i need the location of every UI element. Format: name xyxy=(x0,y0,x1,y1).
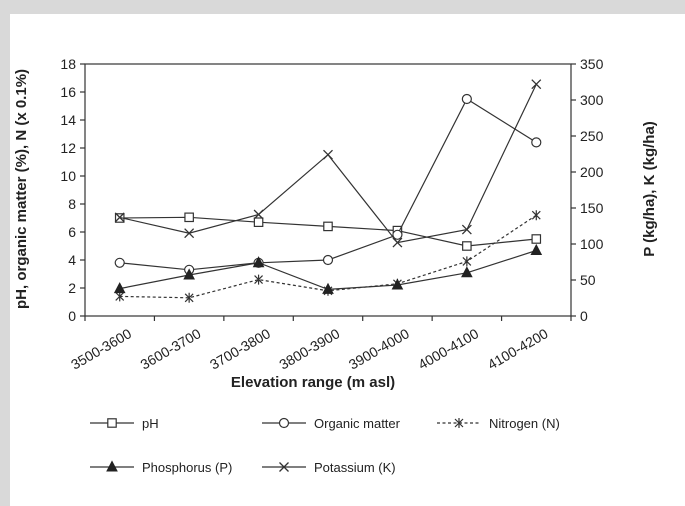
legend-label: Nitrogen (N) xyxy=(489,416,560,431)
data-point-x xyxy=(323,149,333,160)
x-tick-label: 3800-3900 xyxy=(276,325,342,372)
data-point-x xyxy=(253,209,264,220)
x-tick-label: 3700-3800 xyxy=(207,325,273,372)
x-tick-label: 3900-4000 xyxy=(346,325,412,372)
data-point-asterisk xyxy=(462,256,472,267)
axes xyxy=(80,63,576,321)
data-point-triangle xyxy=(461,266,473,278)
y-left-tick-label: 10 xyxy=(60,168,76,184)
data-point-asterisk xyxy=(184,292,194,303)
data-point-triangle xyxy=(113,282,126,294)
data-point-triangle xyxy=(252,256,265,268)
y-left-tick-label: 6 xyxy=(68,224,76,240)
data-point-x xyxy=(392,237,403,248)
series-line-2 xyxy=(119,98,537,271)
y-right-tick-label: 150 xyxy=(580,200,604,216)
y-right-tick-label: 100 xyxy=(580,236,604,252)
data-point-circle xyxy=(461,93,472,105)
data-point-asterisk xyxy=(531,210,541,221)
data-point-x xyxy=(114,212,125,223)
data-point-triangle xyxy=(391,278,404,290)
tick-labels: 0 2 4 6 8 10 12 14 16 18 0 50 100 150 200 250 300 350 3500… xyxy=(60,56,603,373)
data-point-square xyxy=(531,234,542,244)
y-left-tick-label: 0 xyxy=(68,308,76,324)
data-point-square xyxy=(462,241,472,251)
legend-label: Phosphorus (P) xyxy=(142,460,232,475)
legend-label: Organic matter xyxy=(314,416,401,431)
x-tick-label: 4100-4200 xyxy=(485,325,551,372)
data-point-triangle xyxy=(106,460,118,472)
data-point-asterisk xyxy=(254,274,263,285)
x-axis-title: Elevation range (m asl) xyxy=(231,374,395,391)
legend: pH Organic matter Nitrogen (N) Phosphorus (… xyxy=(90,416,560,475)
y-left-tick-label: 4 xyxy=(68,252,76,268)
x-tick-label: 4000-4100 xyxy=(415,325,481,372)
data-point-x xyxy=(531,79,542,90)
x-tick-label: 3500-3600 xyxy=(68,325,134,372)
series-group xyxy=(113,79,543,303)
y-axis-left-title: pH, organic matter (%), N (x 0.1%) xyxy=(13,69,30,309)
data-point-square xyxy=(323,221,333,232)
data-point-circle xyxy=(278,417,290,429)
y-left-tick-label: 18 xyxy=(60,56,76,72)
data-point-x xyxy=(461,224,472,235)
y-right-tick-label: 200 xyxy=(580,164,604,180)
legend-label: pH xyxy=(142,416,159,431)
y-left-tick-label: 12 xyxy=(60,140,76,156)
x-tick-label: 3600-3700 xyxy=(138,325,204,372)
data-point-circle xyxy=(392,229,403,240)
data-point-circle xyxy=(531,137,542,148)
data-point-square xyxy=(184,212,194,223)
data-point-x xyxy=(279,462,289,472)
data-point-asterisk xyxy=(454,418,464,428)
data-point-x xyxy=(184,228,195,239)
data-point-square xyxy=(253,217,264,227)
y-left-tick-label: 8 xyxy=(68,196,76,212)
plot-area xyxy=(84,63,572,317)
data-point-square xyxy=(107,418,117,428)
y-right-tick-label: 350 xyxy=(580,56,604,72)
y-left-tick-label: 2 xyxy=(68,280,76,296)
y-right-tick-label: 250 xyxy=(580,128,604,144)
data-point-circle xyxy=(322,254,334,266)
y-right-tick-label: 50 xyxy=(580,272,596,288)
y-axis-right-title: P (kg/ha), K (kg/ha) xyxy=(641,121,658,257)
y-left-tick-label: 16 xyxy=(60,84,76,100)
data-point-circle xyxy=(114,257,125,268)
y-right-tick-label: 0 xyxy=(580,308,588,324)
series-line-5 xyxy=(119,83,537,244)
data-point-triangle xyxy=(322,282,334,294)
y-right-tick-label: 300 xyxy=(580,92,604,108)
legend-label: Potassium (K) xyxy=(314,460,396,475)
data-point-triangle xyxy=(183,268,195,280)
data-point-triangle xyxy=(530,243,543,255)
y-left-tick-label: 14 xyxy=(60,112,76,128)
